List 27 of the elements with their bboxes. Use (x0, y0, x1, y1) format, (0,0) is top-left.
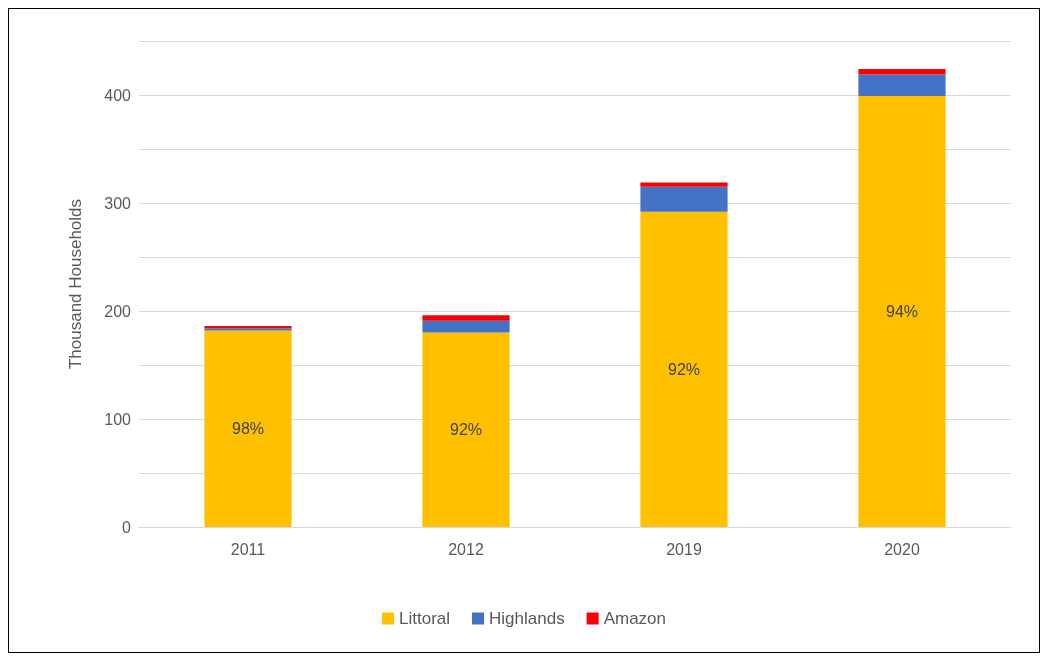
bar (640, 182, 728, 187)
bar (858, 69, 946, 75)
bar (422, 315, 510, 321)
bar (640, 186, 728, 212)
legend-label: Highlands (489, 609, 565, 628)
x-tick-label: 2019 (666, 540, 702, 558)
y-tick-label: 200 (104, 302, 132, 320)
x-tick-label: 2020 (884, 540, 920, 558)
bar (422, 332, 510, 527)
legend-label: Amazon (603, 609, 667, 628)
annotation: 94% (885, 303, 919, 321)
y-tick-label: 400 (104, 86, 132, 104)
x-tick-label: 2011 (230, 540, 266, 558)
bar (422, 320, 510, 333)
annotation: 92% (449, 421, 483, 439)
y-tick-label: 0 (122, 518, 132, 536)
annotation: 92% (667, 360, 701, 378)
bar (640, 211, 728, 527)
y-tick-label: 100 (104, 410, 132, 428)
x-tick-label: 2012 (448, 540, 484, 558)
y-tick-label: 300 (104, 194, 132, 212)
bar (204, 330, 292, 527)
bar (858, 96, 946, 527)
annotation: 98% (231, 420, 265, 438)
legend-label: Littoral (399, 609, 451, 628)
bar (858, 74, 946, 97)
y-axis-title: Thousand Households (66, 198, 85, 370)
